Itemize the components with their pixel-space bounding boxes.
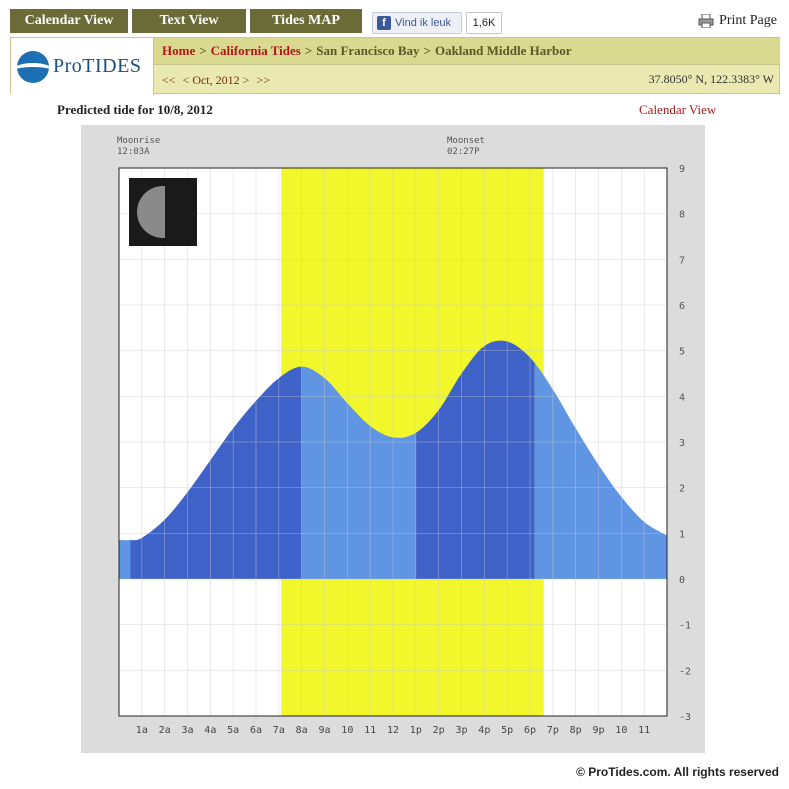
x-tick-label: 1a bbox=[136, 725, 148, 736]
breadcrumb-separator: > bbox=[423, 43, 431, 58]
x-tick-label: 6p bbox=[524, 725, 536, 736]
moonset-time: 02:27P bbox=[447, 147, 480, 157]
y-tick-label: -3 bbox=[679, 712, 691, 723]
nav-last-button[interactable]: >> bbox=[256, 72, 270, 87]
x-tick-label: 11 bbox=[364, 725, 376, 736]
x-tick-label: 8p bbox=[570, 725, 582, 736]
print-page-label: Print Page bbox=[719, 13, 777, 28]
facebook-like-count: 1,6K bbox=[466, 12, 502, 34]
x-tick-label: 3p bbox=[455, 725, 467, 736]
breadcrumb-san-francisco-bay[interactable]: San Francisco Bay bbox=[316, 43, 420, 58]
nav-month-selector[interactable]: < Oct, 2012 > bbox=[182, 72, 250, 87]
y-tick-label: 9 bbox=[679, 164, 685, 175]
logo-text: ProTIDES bbox=[53, 55, 142, 77]
y-tick-label: 8 bbox=[679, 210, 685, 221]
x-tick-label: 1p bbox=[410, 725, 422, 736]
y-tick-label: 7 bbox=[679, 255, 685, 266]
y-tick-label: 2 bbox=[679, 484, 685, 495]
y-tick-label: 6 bbox=[679, 301, 685, 312]
y-tick-label: 1 bbox=[679, 529, 685, 540]
x-tick-label: 4a bbox=[204, 725, 216, 736]
breadcrumb-home[interactable]: Home bbox=[162, 43, 196, 58]
y-tick-label: 5 bbox=[679, 347, 685, 358]
station-coordinates: 37.8050° N, 122.3383° W bbox=[648, 72, 774, 86]
tide-area-segment bbox=[119, 540, 131, 579]
tide-chart: Moonrise 12:03A Moonset 02:27P 1a 2a 3a 4a 5… bbox=[81, 125, 705, 753]
x-tick-label: 4p bbox=[478, 725, 490, 736]
printer-icon bbox=[698, 14, 714, 28]
moonset-title: Moonset bbox=[447, 136, 485, 146]
y-tick-label: 3 bbox=[679, 438, 685, 449]
x-tick-label: 5a bbox=[227, 725, 239, 736]
tab-text-view[interactable]: Text View bbox=[132, 9, 246, 33]
breadcrumb-current-station: Oakland Middle Harbor bbox=[434, 43, 572, 58]
protides-logo[interactable]: ProTIDES bbox=[11, 38, 154, 95]
x-tick-label: 12 bbox=[387, 725, 399, 736]
facebook-like-label: Vind ik leuk bbox=[395, 17, 452, 29]
top-tabs: Calendar View Text View Tides MAP bbox=[10, 9, 362, 33]
calendar-view-link[interactable]: Calendar View bbox=[639, 102, 717, 117]
x-tick-label: 9p bbox=[592, 725, 604, 736]
site-header: ProTIDES Home > California Tides > San F… bbox=[10, 37, 780, 95]
moonrise-label: Moonrise 12:03A bbox=[117, 136, 160, 158]
moon-shadow bbox=[165, 182, 197, 242]
y-tick-label: -2 bbox=[679, 666, 691, 677]
tide-chart-svg: 1a 2a 3a 4a 5a 6a 7a 8a 9a 10 11 12 1p 2p 3p 4p 5p 6p 7p 8p… bbox=[118, 164, 691, 736]
facebook-icon: f bbox=[377, 16, 391, 30]
x-tick-label: 3a bbox=[181, 725, 193, 736]
x-tick-label: 10 bbox=[615, 725, 627, 736]
tab-tides-map[interactable]: Tides MAP bbox=[250, 9, 362, 33]
page-title: Predicted tide for 10/8, 2012 bbox=[57, 102, 213, 117]
y-tick-label: 0 bbox=[679, 575, 685, 586]
copyright-footer: © ProTides.com. All rights reserved bbox=[576, 765, 779, 779]
x-tick-label: 10 bbox=[341, 725, 353, 736]
nav-first-button[interactable]: << bbox=[162, 72, 176, 87]
y-tick-label: -1 bbox=[679, 621, 691, 632]
tab-calendar-view[interactable]: Calendar View bbox=[10, 9, 128, 33]
breadcrumb-separator: > bbox=[199, 43, 207, 58]
y-tick-label: 4 bbox=[679, 392, 685, 403]
facebook-like-button[interactable]: f Vind ik leuk bbox=[372, 12, 462, 34]
breadcrumb-california-tides[interactable]: California Tides bbox=[210, 43, 301, 58]
wave-logo-icon bbox=[17, 50, 49, 83]
x-tick-label: 9a bbox=[318, 725, 330, 736]
moonrise-time: 12:03A bbox=[117, 147, 150, 157]
x-tick-label: 2p bbox=[433, 725, 445, 736]
x-tick-label: 6a bbox=[250, 725, 262, 736]
x-tick-label: 5p bbox=[501, 725, 513, 736]
moonrise-title: Moonrise bbox=[117, 136, 161, 146]
plot-border bbox=[118, 167, 668, 717]
breadcrumb: Home > California Tides > San Francisco … bbox=[154, 38, 780, 65]
x-tick-label: 7a bbox=[273, 725, 285, 736]
x-tick-label: 2a bbox=[159, 725, 171, 736]
moonset-label: Moonset 02:27P bbox=[447, 136, 485, 158]
print-page-button[interactable]: Print Page bbox=[698, 13, 777, 29]
x-tick-label: 11 bbox=[638, 725, 650, 736]
date-navigation: << < Oct, 2012 > >> 37.8050° N, 122.3383… bbox=[154, 66, 780, 94]
x-tick-label: 8a bbox=[296, 725, 308, 736]
breadcrumb-separator: > bbox=[304, 43, 313, 58]
x-tick-label: 7p bbox=[547, 725, 559, 736]
